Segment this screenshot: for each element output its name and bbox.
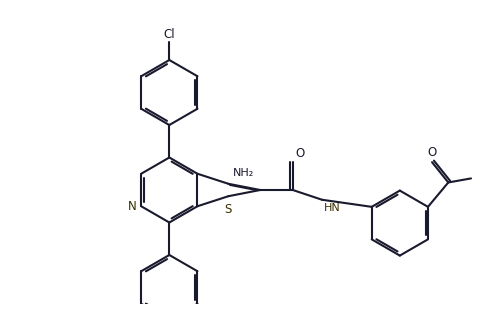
Text: NH₂: NH₂ <box>232 168 254 178</box>
Text: Cl: Cl <box>164 27 175 41</box>
Text: O: O <box>427 146 437 159</box>
Text: S: S <box>225 203 232 216</box>
Text: N: N <box>128 200 137 213</box>
Text: HN: HN <box>323 203 340 213</box>
Text: O: O <box>295 147 305 160</box>
